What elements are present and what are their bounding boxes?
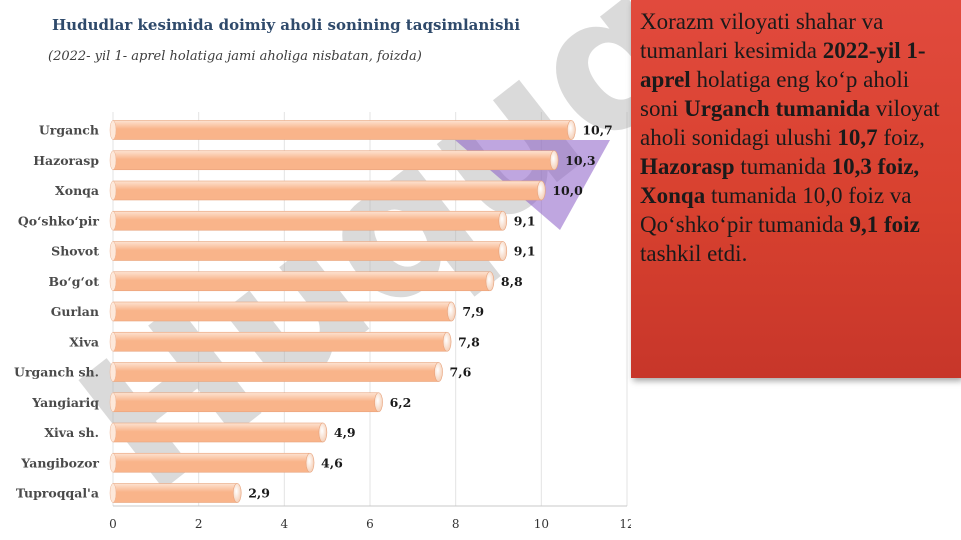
bar — [109, 120, 576, 140]
data-label: 10,3 — [565, 153, 595, 168]
bar — [109, 331, 452, 352]
x-tick-label: 8 — [452, 517, 460, 531]
data-label: 4,9 — [334, 425, 356, 440]
x-tick-label: 0 — [109, 517, 117, 531]
bar — [109, 362, 443, 382]
data-label: 4,6 — [321, 455, 343, 470]
bar — [109, 180, 546, 201]
data-label: 7,9 — [462, 304, 484, 319]
info-text-segment: Xorazm viloyati shahar va tumanlari kesi… — [640, 9, 884, 63]
info-text-segment: tashkil etdi. — [640, 241, 748, 266]
bar — [109, 452, 315, 473]
category-label: Yangiariq — [31, 395, 99, 410]
value-labels: 10,7 10,3 10,0 9,1 9,1 8,8 7,9 7,8 7,6 6,2 4,9 4,6 2… — [248, 123, 613, 501]
category-label: Xiva — [69, 334, 99, 349]
bar — [109, 271, 495, 292]
info-text-segment: Urganch tumanida — [684, 96, 871, 121]
x-tick-label: 6 — [366, 517, 374, 531]
data-label: 10,0 — [552, 183, 583, 198]
bar — [109, 241, 508, 261]
category-labels: Urganch Hazorasp Xonqa Qo‘shko‘pir Shovot Bo‘… — [14, 123, 99, 501]
x-tick-label: 2 — [195, 517, 203, 531]
x-tick-label: 10 — [534, 517, 549, 531]
info-text-segment: foiz, — [877, 125, 925, 150]
info-text-segment: 10,7 — [837, 125, 878, 150]
category-label: Tuproqqal'a — [16, 486, 99, 501]
info-text-segment: Hazorasp — [640, 154, 735, 179]
bar-chart: Huquq UrganchHazoraspXonqaQo‘shko‘pirSho… — [14, 0, 631, 535]
info-text-segment: 10,3 foiz, Xonqa — [640, 154, 920, 208]
category-label: Xonqa — [55, 183, 99, 198]
bar — [109, 210, 508, 231]
category-label: Shovot — [51, 244, 99, 259]
info-text-segment: tumanida 10,0 foiz va Qo‘shko‘pir tumani… — [640, 183, 912, 237]
bar — [109, 422, 328, 443]
data-label: 7,6 — [450, 365, 472, 380]
category-label: Hazorasp — [33, 153, 99, 168]
category-label: Urganch — [39, 123, 99, 138]
data-label: 9,1 — [514, 244, 536, 259]
category-label: Urganch sh. — [14, 365, 99, 380]
data-label: 7,8 — [458, 334, 480, 349]
data-label: 6,2 — [390, 395, 412, 410]
category-label: Gurlan — [51, 304, 99, 319]
x-tick-label: 12 — [619, 517, 631, 531]
info-text-segment: viloyat aholi sonidagi ulushi — [640, 96, 940, 150]
info-text-segment: 9,1 foiz — [849, 212, 920, 237]
bars — [109, 120, 576, 503]
info-text-segment: tumanida — [734, 154, 832, 179]
info-text-segment: 2022-yil 1- aprel — [640, 38, 926, 92]
bar — [109, 392, 383, 413]
x-axis-ticks: 0 2 4 6 8 10 12 — [109, 517, 631, 531]
category-label: Xiva sh. — [44, 425, 99, 440]
info-box: Xorazm viloyati shahar va tumanlari kesi… — [631, 0, 961, 378]
bar — [109, 150, 559, 171]
chart-title: Hududlar kesimida doimiy aholi sonining … — [52, 16, 521, 34]
data-label: 9,1 — [514, 213, 536, 228]
category-label: Qo‘shko‘pir — [18, 213, 100, 228]
category-label: Bo‘g‘ot — [49, 274, 100, 289]
data-label: 10,7 — [582, 123, 612, 138]
data-label: 2,9 — [248, 486, 270, 501]
category-label: Yangibozor — [20, 455, 99, 470]
data-label: 8,8 — [501, 274, 523, 289]
bar — [109, 483, 242, 503]
x-tick-label: 4 — [281, 517, 289, 531]
chart-subtitle: (2022- yil 1- aprel holatiga jami aholig… — [48, 49, 422, 64]
info-text-segment: holatiga eng ko‘p aholi soni — [640, 67, 910, 121]
bar — [109, 301, 456, 322]
